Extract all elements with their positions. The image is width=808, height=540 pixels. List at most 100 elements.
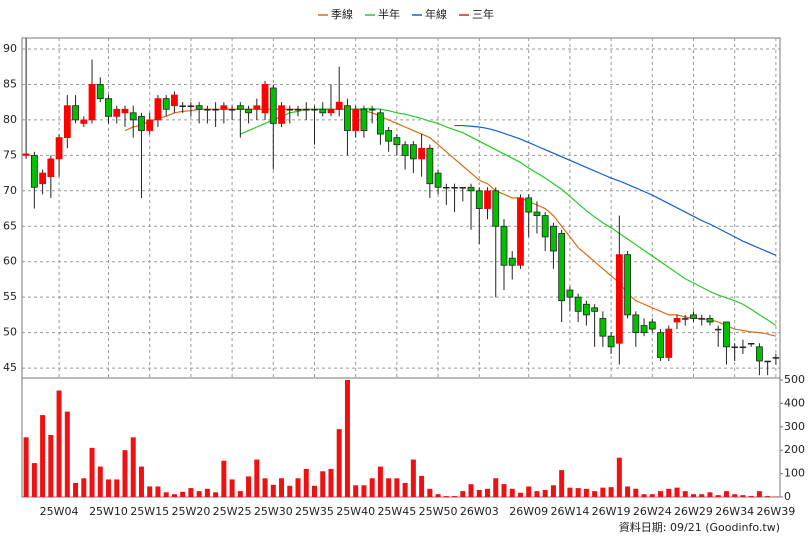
candle-body — [96, 84, 104, 100]
legend: 季線 半年 年線 三年 — [318, 7, 494, 21]
candle-body — [607, 335, 615, 348]
volume-bar — [592, 491, 598, 497]
candle-body — [129, 112, 137, 121]
volume-bar — [40, 415, 46, 497]
candle-body — [179, 105, 186, 107]
volume-bar — [715, 495, 721, 497]
candle-body — [665, 328, 673, 358]
candle-body — [657, 332, 664, 358]
y-tick-label: 80 — [3, 113, 17, 126]
candle-body — [88, 84, 96, 121]
candle-body — [558, 232, 566, 302]
x-tick-label: 25W30 — [254, 505, 293, 518]
y-tick-label: 75 — [3, 148, 17, 161]
x-tick-label: 26W19 — [592, 505, 631, 518]
y-tick-label: 65 — [3, 219, 17, 232]
volume-bar — [666, 488, 672, 497]
volume-bar — [254, 459, 260, 497]
x-tick-label: 26W14 — [550, 505, 589, 518]
volume-bar — [460, 491, 466, 497]
candle-body — [434, 172, 442, 188]
volume-bar — [690, 494, 696, 497]
candle-body — [162, 98, 170, 110]
volume-bar — [443, 496, 449, 497]
x-tick-label: 25W40 — [336, 505, 375, 518]
volume-bar — [427, 488, 433, 497]
candle-body — [278, 105, 285, 124]
volume-bar — [163, 492, 169, 497]
y-tick-label: 70 — [3, 184, 17, 197]
volume-bar — [336, 429, 342, 497]
candle-body — [319, 108, 327, 114]
y-tick-label: 60 — [3, 255, 17, 268]
x-tick-label: 26W34 — [715, 505, 754, 518]
candle-body — [368, 109, 376, 111]
volume-bar — [106, 479, 112, 497]
candle-body — [566, 289, 574, 298]
volume-bar — [246, 476, 252, 497]
candle-body — [574, 296, 582, 312]
x-tick-label: 25W50 — [419, 505, 458, 518]
y-tick-label: 55 — [3, 290, 17, 303]
y-tick-label: 85 — [3, 77, 17, 90]
candle-body — [714, 328, 722, 331]
candle-body — [47, 158, 55, 178]
volume-bar — [765, 496, 771, 497]
volume-bar — [732, 494, 738, 497]
candle-body — [409, 144, 417, 160]
volume-bar — [344, 380, 350, 497]
candle-body — [303, 109, 310, 111]
candle-body — [492, 190, 500, 227]
volume-bar — [583, 488, 589, 497]
candle-body — [269, 87, 277, 124]
volume-bar — [575, 488, 581, 497]
candle-body — [220, 105, 228, 110]
candle-body — [80, 119, 88, 124]
candle-body — [533, 211, 541, 217]
volume-bar — [435, 494, 441, 497]
candle-body — [475, 190, 483, 209]
candle-body — [459, 187, 467, 189]
y2-tick-label: 200 — [784, 443, 805, 456]
volume-bar — [155, 486, 161, 497]
y2-tick-label: 400 — [784, 396, 805, 409]
volume-bar — [534, 491, 540, 497]
candle-body — [63, 105, 71, 139]
candle-body — [22, 153, 30, 156]
volume-bar — [48, 434, 54, 497]
candle-body — [146, 119, 154, 131]
volume-bar — [303, 468, 309, 497]
volume-bar — [600, 487, 606, 497]
x-tick-label: 25W25 — [213, 505, 252, 518]
candle-body — [756, 346, 763, 362]
volume-bar — [320, 471, 326, 497]
volume-bar — [567, 487, 573, 497]
volume-bar — [171, 494, 177, 497]
candle-body — [105, 98, 112, 117]
y-tick-label: 50 — [3, 326, 17, 339]
volume-bar — [616, 457, 622, 497]
volume-bar — [196, 491, 202, 497]
volume-bar — [73, 482, 79, 497]
volume-bar — [608, 487, 614, 497]
candle-body — [204, 109, 211, 111]
volume-bar — [517, 492, 523, 497]
candle-body — [698, 318, 705, 320]
volume-bar — [674, 487, 680, 497]
volume-bar — [81, 478, 87, 497]
candle-body — [591, 307, 599, 312]
candle-body — [426, 147, 434, 185]
candle-body — [723, 321, 730, 348]
volume-bar — [748, 496, 754, 497]
x-tick-label: 25W10 — [89, 505, 128, 518]
x-tick-label: 26W03 — [460, 505, 499, 518]
candle-body — [311, 109, 318, 111]
candle-body — [673, 318, 681, 323]
candle-body — [443, 187, 450, 189]
candle-body — [171, 94, 178, 107]
candle-body — [484, 190, 491, 209]
candle-body — [39, 172, 46, 185]
volume-bar — [550, 485, 556, 497]
volume-bar — [526, 486, 532, 497]
